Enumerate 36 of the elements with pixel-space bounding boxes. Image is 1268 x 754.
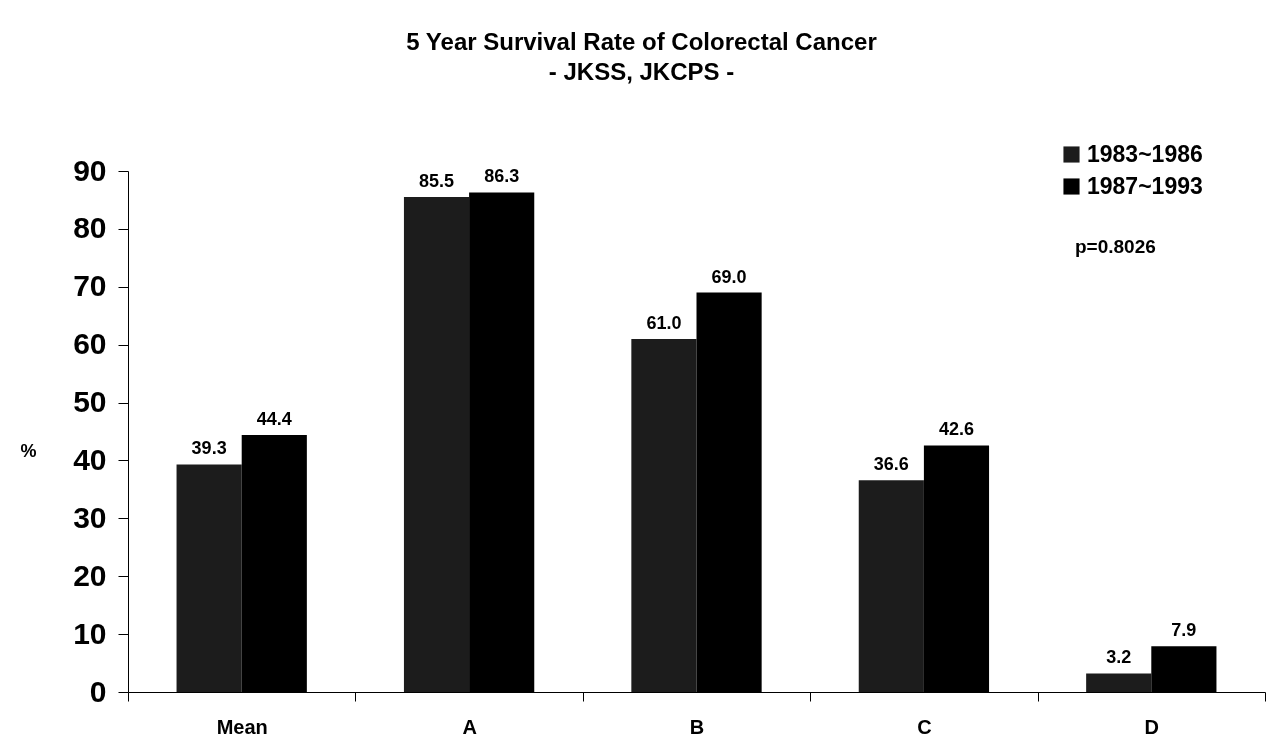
y-axis-title: % [20,441,37,461]
x-tick-label: B [689,715,705,738]
data-label: 85.5 [419,171,455,192]
data-label: 61.0 [646,312,682,333]
y-tick-label: 10 [73,616,107,650]
annotation: p=0.8026 [1075,236,1156,257]
chart-subtitle: - JKSS, JKCPS - [548,58,735,85]
y-tick-label: 80 [73,211,107,245]
y-tick-label: 20 [73,558,107,592]
y-tick-label: 90 [73,153,107,187]
bar [176,464,242,692]
x-tick-label: C [917,715,932,738]
x-tick-label: D [1144,715,1160,738]
data-label: 86.3 [484,166,520,187]
bar [631,338,697,692]
x-tick-label: Mean [216,715,268,738]
data-label: 42.6 [938,419,974,440]
legend-label: 1983~1986 [1087,140,1203,167]
y-tick-label: 0 [89,674,107,708]
data-label: 3.2 [1106,647,1132,668]
y-tick-label: 40 [73,442,107,476]
data-label: 44.4 [256,408,292,429]
bar [403,197,470,692]
bar [1086,673,1152,692]
data-label: 69.0 [711,266,747,287]
chart-title: 5 Year Survival Rate of Colorectal Cancer [406,28,877,55]
y-tick-label: 60 [73,327,107,361]
y-tick-label: 70 [73,269,107,303]
data-label: 39.3 [191,438,227,459]
x-tick-label: A [462,715,477,738]
data-label: 7.9 [1171,620,1197,641]
data-label: 36.6 [873,454,909,475]
y-tick-label: 30 [73,500,107,534]
y-tick-label: 50 [73,385,107,419]
legend-label: 1987~1993 [1087,172,1203,199]
bar [858,480,924,692]
